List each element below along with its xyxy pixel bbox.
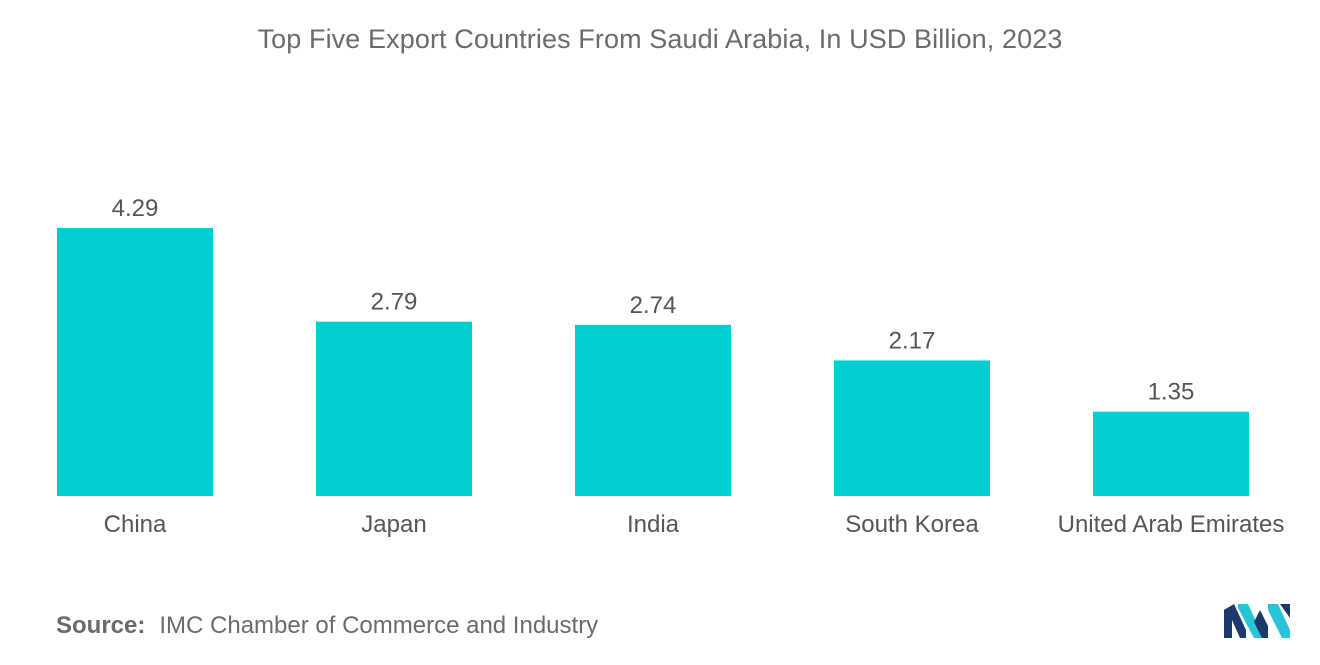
bar-chart: 4.29 China 2.79 Japan 2.74 India 2.17 South Kor…	[57, 195, 1285, 538]
value-label-united-arab-emirates: 1.35	[1148, 379, 1195, 406]
category-label-united-arab-emirates: United Arab Emirates	[1058, 511, 1285, 538]
bar-india	[575, 324, 731, 496]
source-text: IMC Chamber of Commerce and Industry	[159, 612, 599, 639]
category-label-china: China	[104, 511, 167, 538]
value-label-south-korea: 2.17	[889, 327, 936, 354]
value-label-india: 2.74	[630, 292, 677, 319]
value-label-japan: 2.79	[371, 289, 418, 316]
chart-title: Top Five Export Countries From Saudi Ara…	[257, 24, 1063, 54]
source-label: Source:	[56, 612, 146, 639]
category-label-india: India	[627, 511, 680, 538]
category-label-south-korea: South Korea	[845, 511, 979, 538]
bar-south-korea	[834, 360, 990, 496]
bar-japan	[316, 321, 472, 496]
source-note: Source: IMC Chamber of Commerce and Indus…	[56, 612, 598, 640]
bar-china	[57, 228, 213, 496]
category-label-japan: Japan	[361, 511, 426, 538]
value-label-china: 4.29	[112, 195, 159, 222]
mordor-intelligence-logo-icon	[1224, 604, 1290, 638]
bar-united-arab-emirates	[1093, 411, 1249, 496]
